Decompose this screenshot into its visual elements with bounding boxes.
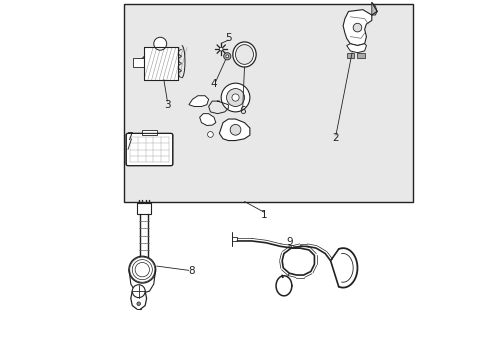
Polygon shape <box>219 119 249 140</box>
Polygon shape <box>346 44 366 53</box>
Text: 7: 7 <box>125 132 132 142</box>
Polygon shape <box>371 3 376 15</box>
Ellipse shape <box>235 45 253 64</box>
Circle shape <box>225 55 228 58</box>
Circle shape <box>137 302 140 306</box>
Circle shape <box>153 37 166 50</box>
Text: 1: 1 <box>261 210 267 220</box>
Circle shape <box>226 89 244 107</box>
Bar <box>137 203 151 214</box>
Polygon shape <box>357 53 364 58</box>
Ellipse shape <box>232 42 256 67</box>
Polygon shape <box>140 56 144 67</box>
Circle shape <box>221 83 249 112</box>
Text: 9: 9 <box>285 237 292 247</box>
Polygon shape <box>188 96 208 107</box>
Text: 8: 8 <box>188 266 195 276</box>
Bar <box>124 4 412 202</box>
Text: 5: 5 <box>224 33 231 42</box>
Polygon shape <box>346 53 353 58</box>
Circle shape <box>230 125 241 135</box>
Bar <box>133 58 144 67</box>
Circle shape <box>219 47 223 51</box>
Bar <box>142 130 156 135</box>
Circle shape <box>207 132 213 137</box>
Bar <box>144 47 178 80</box>
Circle shape <box>132 285 145 298</box>
FancyBboxPatch shape <box>126 134 172 166</box>
Bar <box>144 47 178 80</box>
Text: 6: 6 <box>239 106 245 116</box>
Circle shape <box>231 94 239 101</box>
Text: 2: 2 <box>332 133 339 143</box>
Circle shape <box>352 23 361 32</box>
Polygon shape <box>343 10 371 45</box>
Text: 4: 4 <box>210 79 217 89</box>
Ellipse shape <box>128 256 155 283</box>
Circle shape <box>223 53 230 60</box>
Polygon shape <box>199 114 215 126</box>
Text: 3: 3 <box>164 100 170 110</box>
